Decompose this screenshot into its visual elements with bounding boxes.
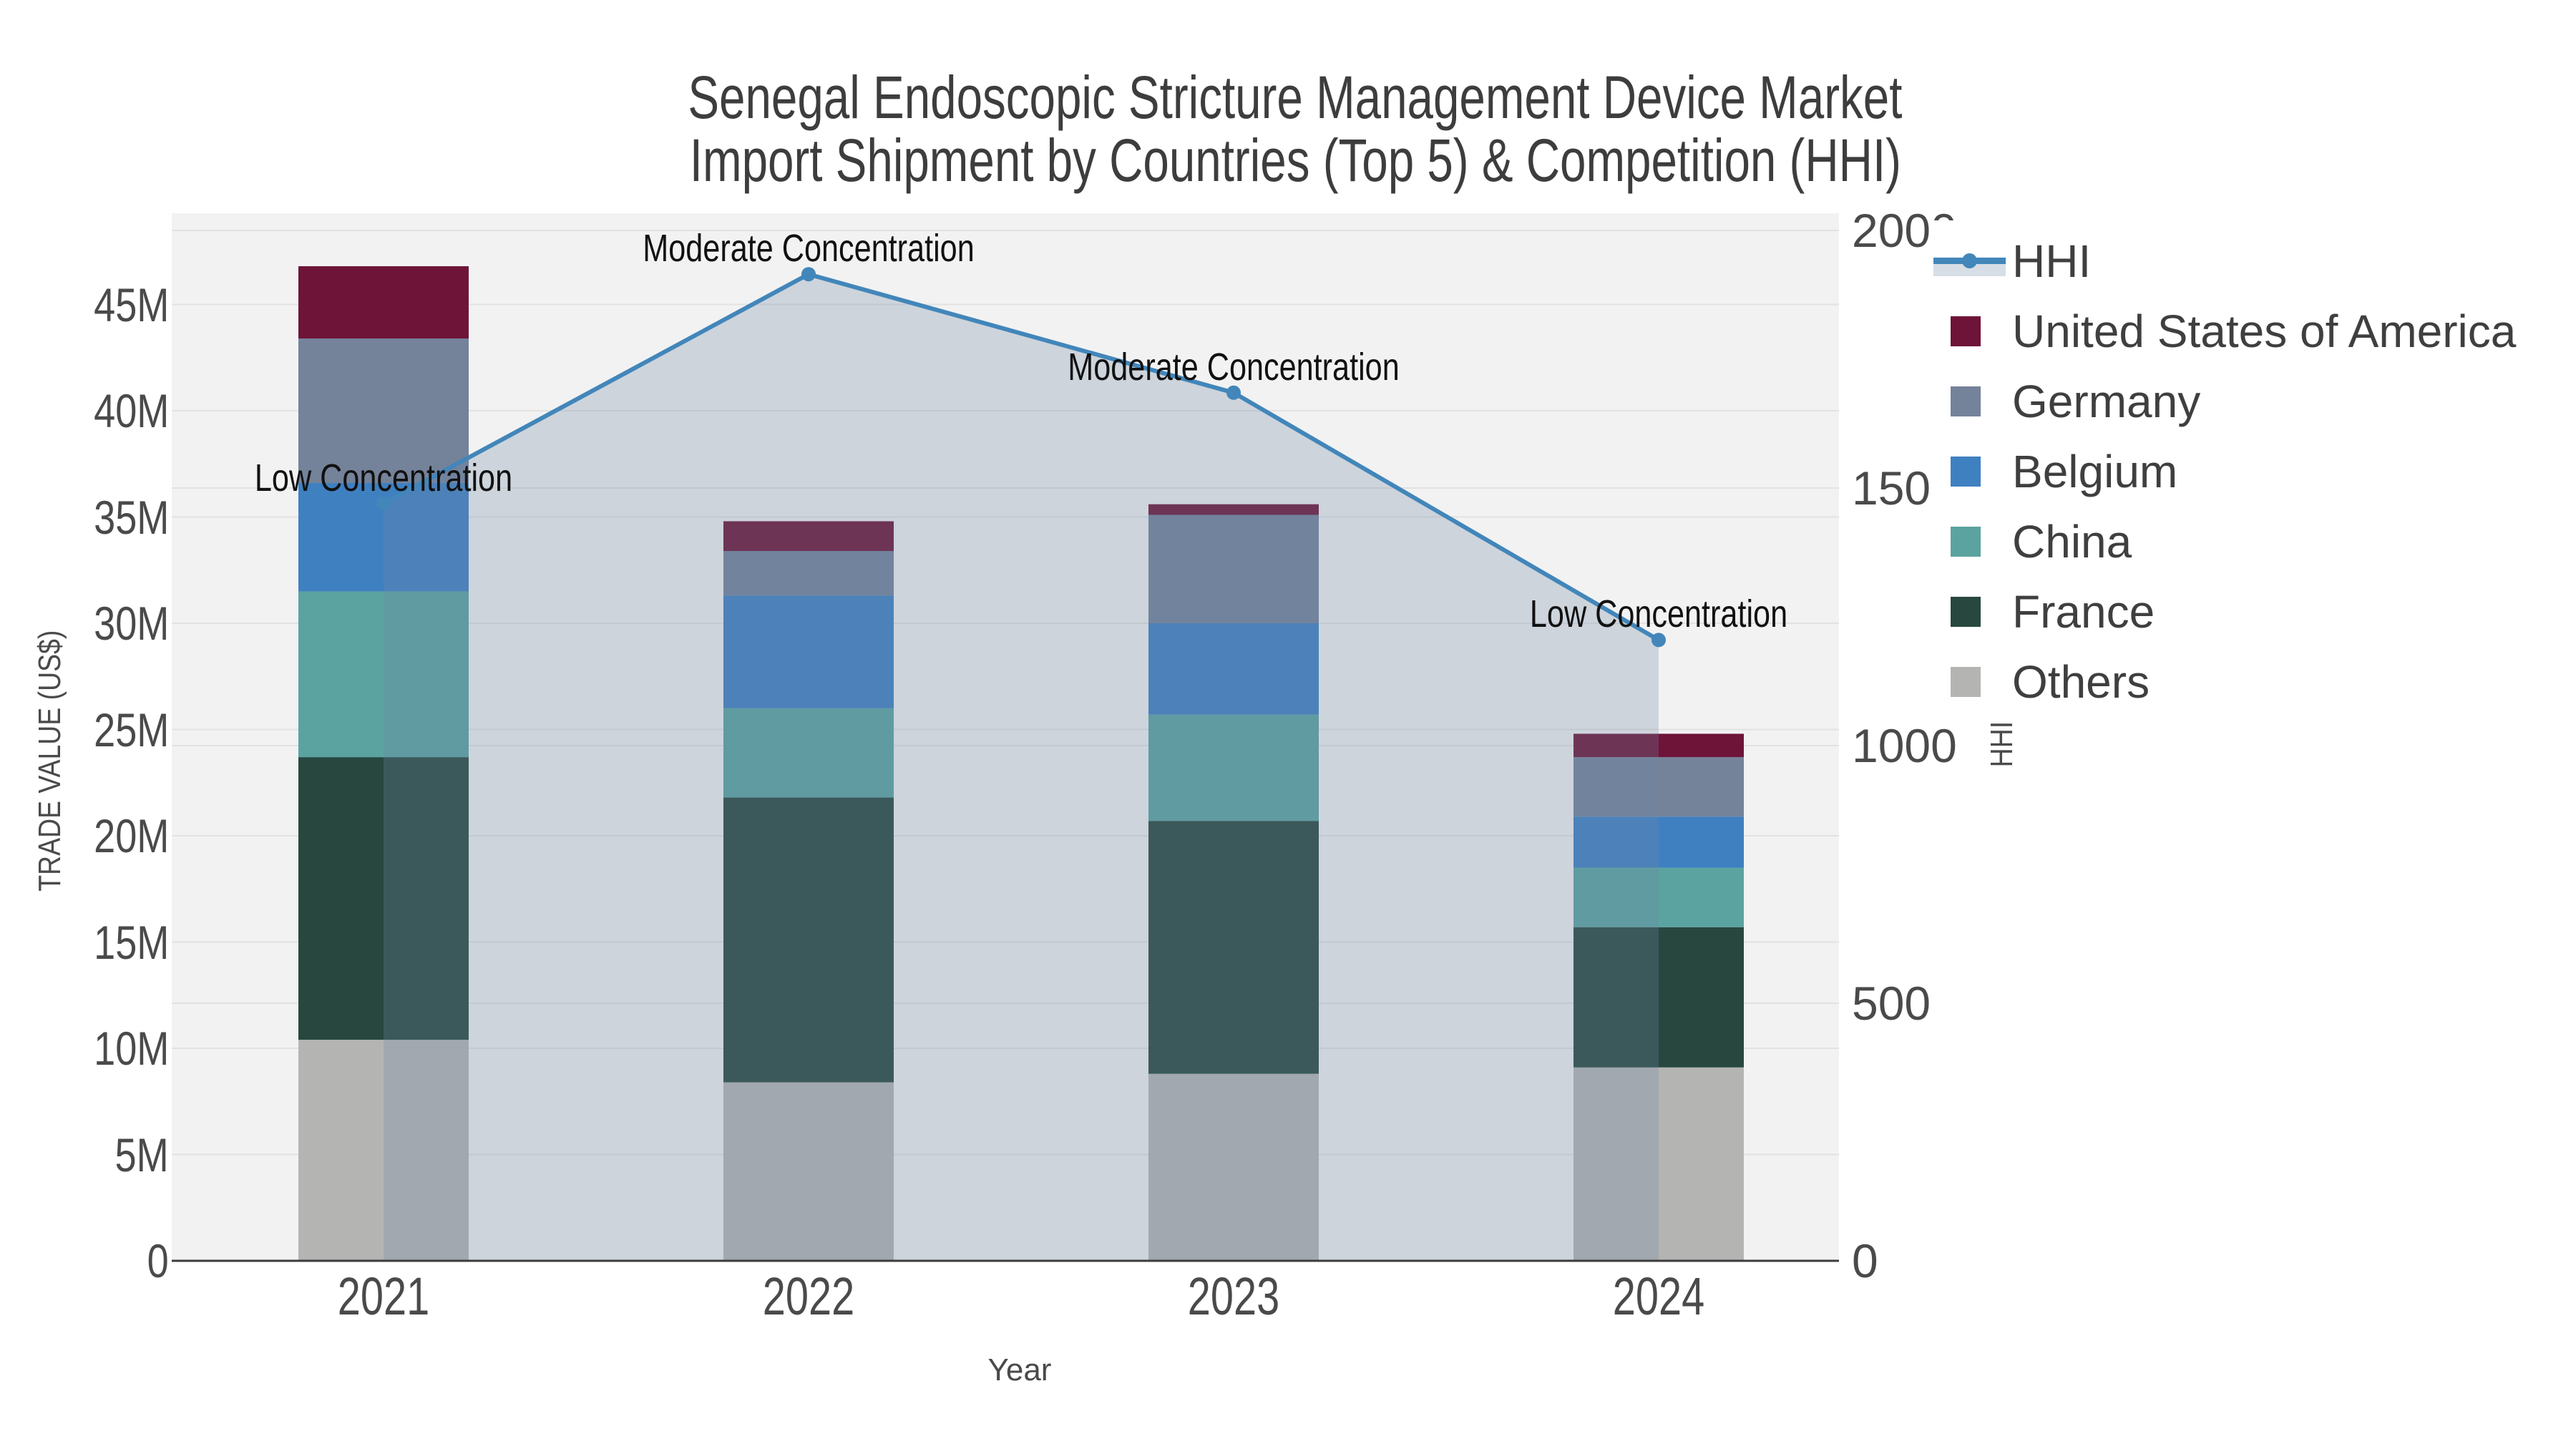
- bar-segment-2021-china: [298, 591, 469, 758]
- annotation-2021: Low Concentration: [254, 456, 513, 499]
- color-swatch-icon: [1932, 577, 2012, 647]
- left-tick-0: 0: [147, 1234, 169, 1287]
- legend-item-others[interactable]: Others: [1932, 647, 2576, 717]
- legend-label: Others: [2012, 656, 2150, 708]
- bar-segment-2022-united-states-of-america: [723, 521, 894, 552]
- bar-segment-2022-belgium: [723, 595, 894, 708]
- annotation-2023: Moderate Concentration: [1068, 345, 1400, 389]
- bar-segment-2022-china: [723, 708, 894, 798]
- legend-item-belgium[interactable]: Belgium: [1932, 436, 2576, 507]
- bar-segment-2021-others: [298, 1040, 469, 1261]
- hhi-marker-2022: [801, 267, 816, 282]
- bar-segment-2023-china: [1148, 714, 1319, 821]
- left-tick-40M: 40M: [93, 384, 169, 437]
- legend-label: France: [2012, 586, 2155, 638]
- left-tick-15M: 15M: [93, 915, 169, 969]
- right-tick-1000: 1000: [1852, 719, 1957, 772]
- bar-segment-2023-belgium: [1148, 623, 1319, 715]
- bar-segment-2023-france: [1148, 821, 1319, 1074]
- legend-label: United States of America: [2012, 306, 2517, 357]
- hhi-area-fill: [384, 274, 1659, 1262]
- bar-segment-2024-germany: [1574, 757, 1744, 817]
- bar-segment-2024-china: [1574, 867, 1744, 927]
- bar-segment-2023-germany: [1148, 514, 1319, 623]
- x-tick-2023: 2023: [1187, 1267, 1280, 1326]
- left-tick-10M: 10M: [93, 1022, 169, 1075]
- series-color-icon: [1951, 667, 1981, 697]
- bar-segment-2022-germany: [723, 551, 894, 596]
- annotation-2022: Moderate Concentration: [643, 227, 975, 270]
- hhi-marker-2023: [1226, 385, 1241, 400]
- bar-segment-2022-others: [723, 1082, 894, 1261]
- color-swatch-icon: [1932, 507, 2012, 577]
- legend: HHI United States of America Germany Belgiu…: [1932, 220, 2576, 723]
- legend-item-germany[interactable]: Germany: [1932, 366, 2576, 436]
- series-color-icon: [1951, 527, 1981, 557]
- hhi-marker-2021: [376, 496, 391, 511]
- color-swatch-icon: [1932, 647, 2012, 717]
- left-tick-35M: 35M: [93, 490, 169, 544]
- left-tick-20M: 20M: [93, 809, 169, 862]
- bar-segment-2024-belgium: [1574, 816, 1744, 868]
- bar-segment-2024-united-states-of-america: [1574, 733, 1744, 758]
- x-tick-2022: 2022: [762, 1267, 855, 1326]
- left-tick-45M: 45M: [93, 278, 169, 331]
- bar-segment-2022-france: [723, 797, 894, 1083]
- legend-item-france[interactable]: France: [1932, 577, 2576, 647]
- bar-segment-2021-germany: [298, 338, 469, 483]
- legend-label: Germany: [2012, 376, 2201, 427]
- legend-label: HHI: [2012, 235, 2092, 287]
- legend-item-hhi[interactable]: HHI: [1932, 226, 2576, 296]
- hhi-line: [382, 271, 1660, 642]
- bar-segment-2023-others: [1148, 1073, 1319, 1261]
- bar-segment-2024-france: [1574, 927, 1744, 1068]
- hhi-line-swatch-icon: [1932, 226, 2012, 296]
- legend-label: Belgium: [2012, 446, 2178, 497]
- left-tick-30M: 30M: [93, 597, 169, 650]
- bar-segment-2021-united-states-of-america: [298, 266, 469, 339]
- bar-segment-2023-united-states-of-america: [1148, 504, 1319, 515]
- x-tick-2024: 2024: [1612, 1267, 1705, 1326]
- color-swatch-icon: [1932, 366, 2012, 436]
- legend-item-china[interactable]: China: [1932, 507, 2576, 577]
- left-tick-25M: 25M: [93, 703, 169, 756]
- left-tick-5M: 5M: [114, 1128, 169, 1181]
- annotation-2024: Low Concentration: [1529, 592, 1788, 636]
- color-swatch-icon: [1932, 436, 2012, 507]
- bar-segment-2021-france: [298, 757, 469, 1040]
- series-color-icon: [1951, 316, 1981, 346]
- right-tick-0: 0: [1852, 1234, 1878, 1287]
- series-color-icon: [1951, 597, 1981, 627]
- x-tick-2021: 2021: [337, 1267, 430, 1326]
- color-swatch-icon: [1932, 296, 2012, 366]
- bar-segment-2024-others: [1574, 1067, 1744, 1261]
- series-color-icon: [1951, 386, 1981, 416]
- hhi-marker-icon: [1962, 253, 1977, 268]
- legend-label: China: [2012, 516, 2132, 567]
- hhi-marker-2024: [1652, 633, 1666, 648]
- right-tick-500: 500: [1852, 977, 1931, 1030]
- legend-item-united-states-of-america[interactable]: United States of America: [1932, 296, 2576, 366]
- series-color-icon: [1951, 457, 1981, 487]
